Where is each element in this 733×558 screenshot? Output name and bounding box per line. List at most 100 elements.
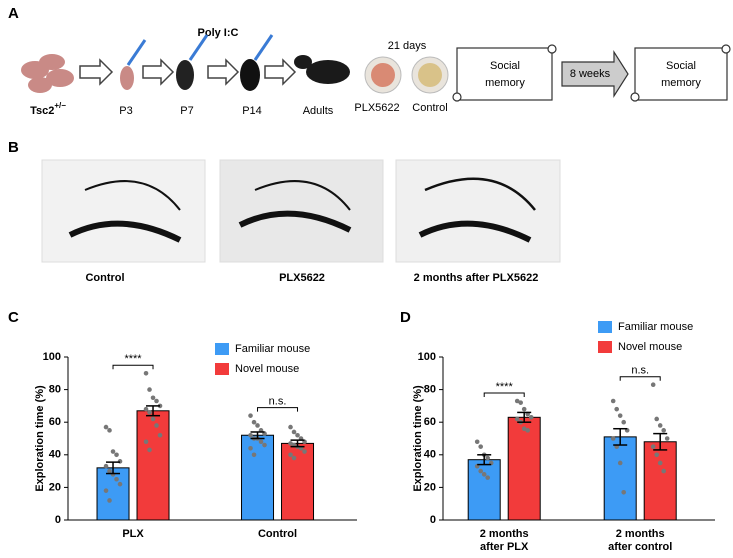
- legend-swatch: [598, 321, 612, 333]
- x-tick-label: after control: [608, 541, 672, 553]
- significance-bracket: [483, 392, 525, 398]
- x-tick-label: PLX: [122, 528, 144, 540]
- data-point: [262, 442, 267, 448]
- data-point: [521, 426, 527, 432]
- data-point: [302, 449, 307, 454]
- data-point: [255, 423, 260, 428]
- treatment: PLX5622: [354, 102, 399, 114]
- histology-images: [41, 159, 561, 263]
- legend-label: Familiar mouse: [235, 343, 310, 355]
- data-point: [521, 406, 527, 412]
- data-point: [474, 439, 480, 445]
- data-point: [258, 439, 264, 445]
- panel-label: B: [8, 139, 19, 156]
- data-point: [657, 423, 663, 428]
- data-point: [610, 436, 616, 441]
- data-point: [117, 459, 123, 464]
- data-point: [103, 488, 109, 493]
- x-tick-label: after PLX: [480, 541, 529, 553]
- age: Adults: [303, 105, 334, 117]
- y-axis-label: Exploration time (%): [412, 385, 424, 492]
- significance-bracket: [112, 364, 154, 370]
- strain: Tsc2+/−: [30, 101, 66, 117]
- legend-label: Novel mouse: [618, 341, 682, 353]
- data-point: [478, 444, 484, 449]
- scrolls: [452, 44, 731, 102]
- treatment: Control: [412, 102, 447, 114]
- test-label: Social: [490, 60, 520, 72]
- data-point: [150, 416, 156, 422]
- data-point: [150, 395, 156, 401]
- test-label: memory: [485, 77, 525, 89]
- data-point: [117, 481, 123, 487]
- food-bowls: [364, 56, 449, 94]
- panel-label: C: [8, 309, 19, 326]
- injection-label: Poly I:C: [198, 27, 239, 39]
- mice: [120, 34, 350, 91]
- bar: [467, 459, 501, 521]
- significance-bracket: [619, 376, 661, 381]
- data-point: [485, 475, 491, 480]
- data-point: [528, 415, 534, 420]
- y-tick-label: 60: [49, 416, 61, 428]
- data-point: [661, 428, 666, 433]
- y-tick-label: 20: [424, 481, 436, 493]
- data-point: [147, 387, 152, 392]
- data-point: [654, 452, 659, 458]
- data-point: [103, 424, 109, 430]
- y-tick-label: 0: [55, 514, 61, 526]
- y-tick-label: 80: [424, 384, 436, 396]
- data-point: [107, 428, 112, 433]
- data-point: [143, 406, 149, 412]
- legend-swatch: [215, 363, 229, 375]
- data-point: [248, 432, 253, 438]
- y-tick-label: 100: [43, 351, 61, 363]
- y-tick-label: 60: [424, 416, 436, 428]
- data-point: [661, 468, 666, 474]
- bar: [507, 416, 541, 521]
- image-label: 2 months after PLX5622: [414, 272, 539, 284]
- data-point: [114, 476, 119, 482]
- data-point: [518, 400, 523, 405]
- interval: 8 weeks: [570, 68, 611, 80]
- image-label: PLX5622: [279, 272, 325, 284]
- data-point: [147, 447, 152, 453]
- age: P3: [119, 105, 132, 117]
- legend-swatch: [598, 341, 612, 353]
- data-point: [157, 432, 163, 438]
- data-point: [251, 419, 257, 425]
- data-point: [654, 416, 659, 422]
- data-point: [110, 449, 116, 454]
- test-label: Social: [666, 60, 696, 72]
- data-point: [291, 429, 297, 435]
- data-point: [288, 441, 293, 446]
- x-tick-label: Control: [258, 528, 297, 540]
- test-label: memory: [661, 77, 701, 89]
- age: P14: [242, 105, 262, 117]
- data-point: [514, 398, 520, 404]
- x-tick-label: 2 months: [616, 528, 665, 540]
- data-point: [147, 410, 152, 415]
- y-tick-label: 80: [49, 384, 61, 396]
- legend-label: Novel mouse: [235, 363, 299, 375]
- age: P7: [180, 105, 193, 117]
- data-point: [251, 452, 257, 458]
- data-point: [107, 498, 112, 503]
- legend-label: Familiar mouse: [618, 321, 693, 333]
- data-point: [154, 423, 159, 428]
- data-point: [610, 398, 616, 404]
- y-axis-label: Exploration time (%): [34, 385, 46, 492]
- data-point: [650, 382, 656, 388]
- data-point: [248, 413, 253, 418]
- data-point: [107, 468, 112, 474]
- bar: [281, 442, 315, 521]
- data-point: [617, 413, 623, 418]
- legend-swatch: [215, 343, 229, 355]
- data-point: [248, 445, 253, 451]
- bar: [643, 441, 677, 521]
- data-point: [664, 436, 670, 441]
- data-point: [143, 371, 149, 376]
- data-point: [485, 455, 491, 461]
- data-point: [525, 428, 530, 433]
